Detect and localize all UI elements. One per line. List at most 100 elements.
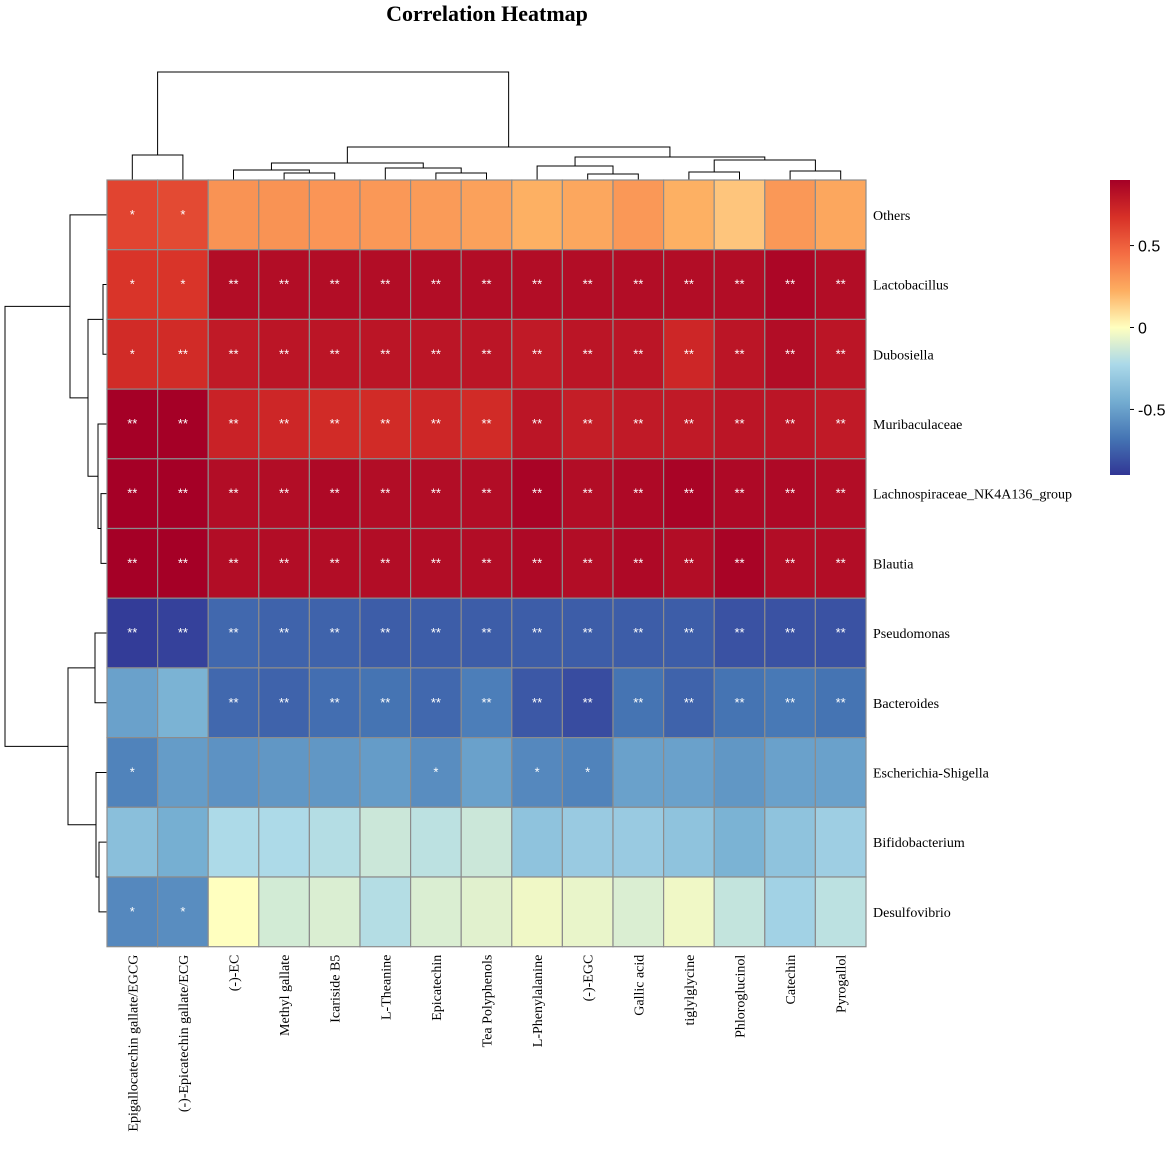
heatmap-cell [207,806,260,878]
heatmap-cell [258,876,310,948]
heatmap-cell [814,876,867,948]
significance-mark: * [130,277,135,292]
significance-mark: ** [734,555,744,570]
significance-mark: ** [178,555,188,570]
significance-mark: ** [583,346,593,361]
significance-mark: ** [532,555,542,570]
significance-mark: * [433,764,438,779]
significance-mark: * [585,764,590,779]
significance-mark: ** [228,695,238,710]
heatmap-cell [460,458,513,530]
column-label: Methyl gallate [278,955,293,1036]
column-label: tiglylglycine [683,955,698,1026]
significance-mark: ** [633,277,643,292]
heatmap-cell [561,527,614,599]
column-label: Epigallocatechin gallate/EGCG [126,955,141,1132]
significance-mark: ** [633,346,643,361]
significance-mark: ** [178,486,188,501]
dendrogram-link [574,156,766,166]
dendrogram-link [384,167,462,180]
heatmap-cell [207,249,260,320]
significance-mark: ** [836,277,846,292]
heatmap-cell [410,179,462,251]
significance-mark: ** [836,625,846,640]
dendrogram-link [536,165,614,180]
significance-mark: ** [330,346,340,361]
significance-mark: ** [380,277,390,292]
dendrogram-link [131,154,184,180]
significance-mark: * [130,346,135,361]
heatmap-cell [713,597,766,669]
heatmap-cell [764,876,816,948]
heatmap-cell [410,458,462,530]
significance-mark: ** [684,486,694,501]
heatmap-cell [561,876,614,948]
heatmap-cell [207,736,260,808]
heatmap-cell [460,736,513,808]
heatmap-cell [207,388,260,460]
row-dendrogram [4,214,107,913]
significance-mark: ** [481,277,491,292]
heatmap-cell [511,806,563,878]
heatmap-cell [207,597,260,669]
heatmap-cell [814,806,867,878]
significance-mark: ** [228,625,238,640]
heatmap-cell [308,527,361,599]
heatmap-cell [106,667,159,739]
heatmap-cell [764,527,816,599]
significance-mark: ** [279,625,289,640]
significance-mark: ** [279,486,289,501]
heatmap-cell [308,736,361,808]
significance-mark: ** [532,416,542,431]
significance-mark: ** [228,277,238,292]
heatmap-cell [713,736,766,808]
significance-mark: ** [633,695,643,710]
heatmap-cell [258,597,310,669]
dendrogram-link [435,172,487,180]
significance-mark: ** [684,277,694,292]
dendrogram-link [87,318,103,477]
heatmap-cell [359,736,412,808]
significance-mark: ** [127,625,137,640]
significance-mark: ** [836,555,846,570]
dendrogram-link [94,632,107,704]
heatmap-cell [511,179,563,251]
column-label: Tea Polyphenols [481,955,496,1048]
row-label: Escherichia-Shigella [873,766,990,781]
dendrogram-link [346,146,671,163]
significance-mark: ** [684,416,694,431]
heatmap-cell [561,179,614,251]
heatmap-cell [814,458,867,530]
dendrogram-link [98,841,107,913]
significance-mark: ** [785,486,795,501]
dendrogram-link [283,172,336,180]
significance-mark: ** [633,555,643,570]
significance-mark: ** [481,486,491,501]
heatmap-cell [460,876,513,948]
heatmap-cell [662,249,715,320]
significance-mark: ** [380,555,390,570]
column-label: L-Phenylalanine [531,955,546,1048]
significance-mark: ** [481,555,491,570]
heatmap-cell [410,806,462,878]
heatmap-cell [258,249,310,320]
significance-mark: ** [583,277,593,292]
significance-mark: ** [431,555,441,570]
column-label: Epicatechin [430,955,445,1021]
heatmap-cell [157,667,209,739]
dendrogram-link [233,169,310,180]
dendrogram-link [100,493,107,564]
legend-colorbar [1110,180,1130,475]
heatmap-cell [359,388,412,460]
column-label: Gallic acid [632,955,647,1016]
heatmap-cell [410,667,462,739]
significance-mark: ** [684,625,694,640]
significance-mark: ** [431,277,441,292]
heatmap-cell [359,318,412,390]
significance-mark: ** [330,695,340,710]
heatmap-cell [511,736,563,808]
heatmap-cell [511,876,563,948]
dendrogram-link [102,284,107,355]
significance-mark: * [130,904,135,919]
